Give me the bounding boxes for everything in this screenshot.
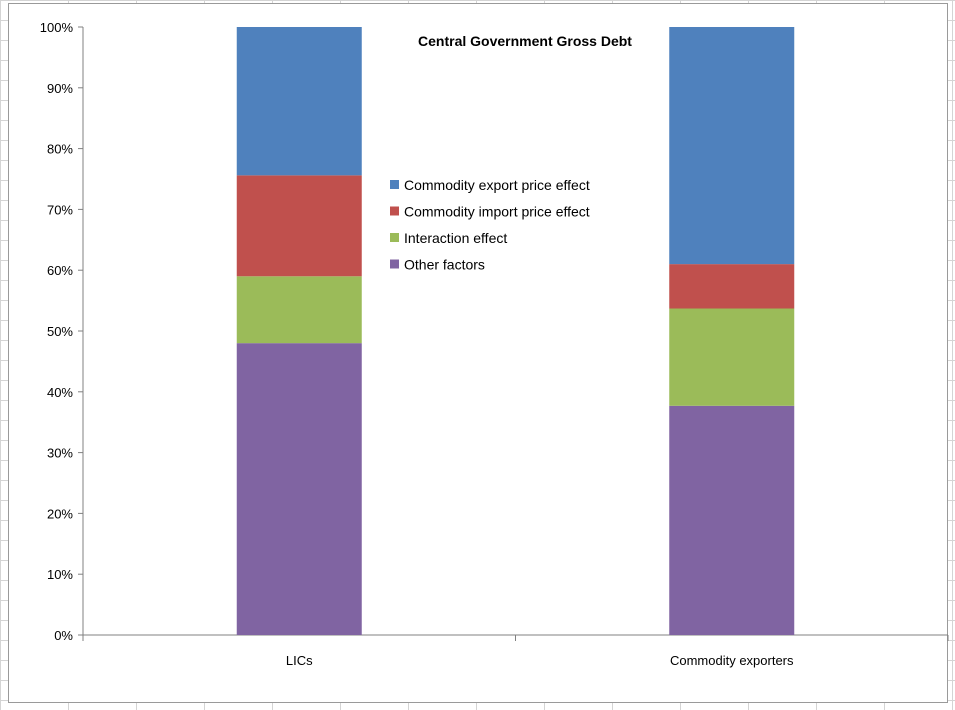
legend-swatch-commodity-export-price-effect [390, 180, 399, 189]
y-tick-label: 40% [47, 385, 73, 400]
y-tick-label: 0% [54, 628, 73, 643]
x-axis: LICs Commodity exporters [82, 634, 949, 668]
bar-segment-other-factors [669, 405, 795, 635]
y-tick-label: 60% [47, 263, 73, 278]
legend-label-interaction-effect: Interaction effect [404, 230, 507, 246]
chart-title: Central Government Gross Debt [418, 33, 632, 49]
x-tick-label: Commodity exporters [670, 653, 794, 668]
y-tick-label: 80% [47, 142, 73, 157]
legend-label-commodity-import-price-effect: Commodity import price effect [404, 204, 590, 220]
legend-swatch-interaction-effect [390, 233, 399, 242]
bar-segment-commodity-export-price-effect [236, 27, 362, 176]
y-tick-label: 70% [47, 202, 73, 217]
legend-label-commodity-export-price-effect: Commodity export price effect [404, 177, 590, 193]
bar-segment-commodity-import-price-effect [236, 175, 362, 277]
y-tick-label: 100% [40, 20, 74, 35]
y-tick-label: 50% [47, 324, 73, 339]
bar-segment-interaction-effect [236, 276, 362, 344]
legend-swatch-other-factors [390, 259, 399, 269]
x-tick-label: LICs [286, 653, 313, 668]
legend-swatch-commodity-import-price-effect [390, 206, 399, 216]
y-tick-label: 90% [47, 81, 73, 96]
y-tick-label: 20% [47, 506, 73, 521]
legend-label-other-factors: Other factors [404, 257, 485, 273]
bar-segment-commodity-export-price-effect [669, 27, 795, 265]
y-axis: 0% 10% 20% 30% 40% 50% 60% 70% 80% 90% 100% [40, 20, 84, 643]
bar-segment-commodity-import-price-effect [669, 264, 795, 309]
y-tick-label: 10% [47, 567, 73, 582]
legend: Commodity export price effect Commodity i… [390, 177, 590, 273]
bars [236, 27, 795, 635]
bar-segment-interaction-effect [669, 308, 795, 406]
y-tick-label: 30% [47, 446, 73, 461]
bar-segment-other-factors [236, 343, 362, 635]
